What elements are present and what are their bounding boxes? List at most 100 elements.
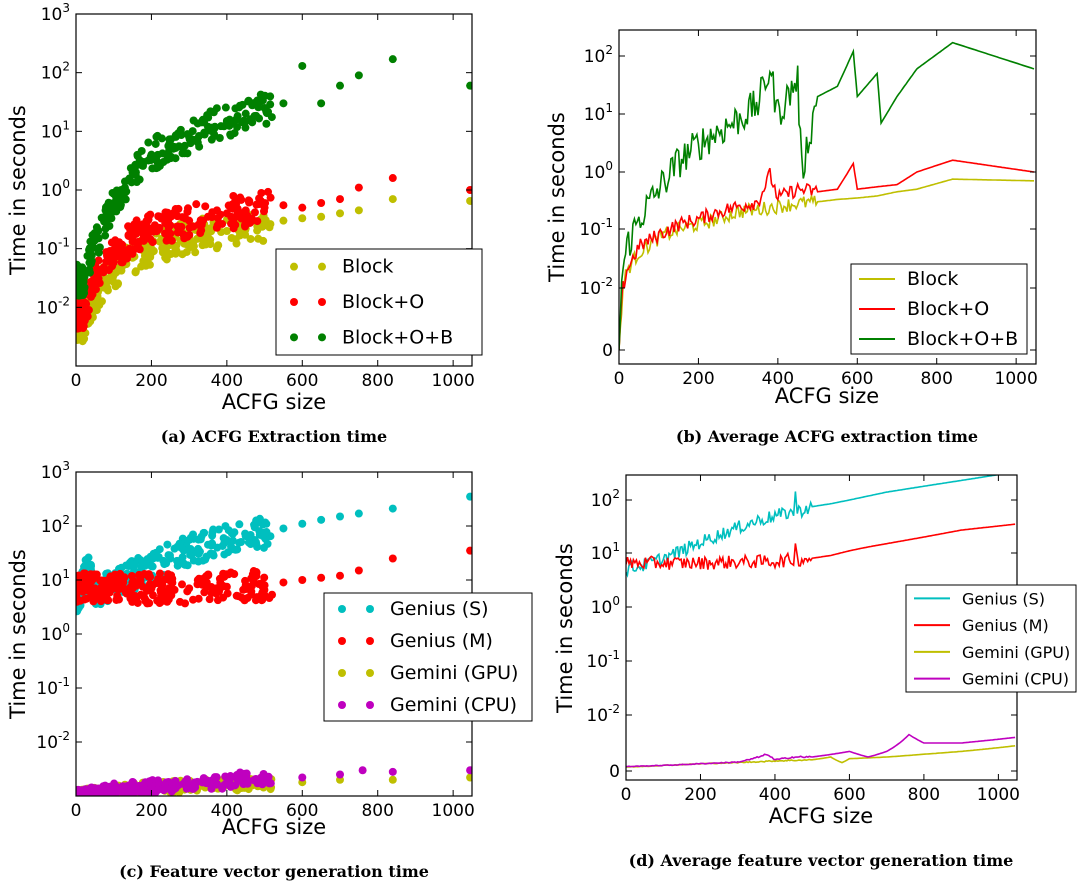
scatter-point [254,234,263,243]
scatter-point [255,194,264,203]
chart-c-ticks: 0 200 400 600 800 1000 10-2 10-1 100 101 102 103 [36,459,474,821]
scatter-point [171,154,180,163]
scatter-point [163,230,172,239]
y-tick-label: 103 [41,459,70,483]
scatter-point [104,204,113,213]
scatter-point [239,116,248,125]
scatter-point [279,524,288,533]
chart-c-legend: Genius (S) Genius (M) Gemini (GPU) Gemini (… [323,592,533,722]
scatter-point [205,595,214,604]
legend-box [905,584,1077,693]
chart-b: 0 200 400 600 800 1000 0 10-2 10-1 100 101 102 ACFG… [545,29,1038,446]
scatter-point [208,531,217,540]
x-tick-label: 400 [762,369,794,389]
scatter-point [354,509,363,518]
scatter-point [185,223,194,232]
y-tick-label: 10-2 [36,729,70,753]
scatter-point [168,574,177,583]
chart-d-ticks: 0 200 400 600 800 1000 0 10-2 10-1 100 101 102 [586,475,1020,805]
scatter-point [117,258,126,267]
scatter-point [251,774,260,783]
scatter-point [101,231,110,240]
scatter-point [97,785,106,794]
chart-b-marks [619,41,1035,351]
y-tick-label: 10-1 [586,648,620,672]
scatter-point [183,207,192,216]
scatter-point [336,512,344,521]
legend-box [275,248,483,356]
x-tick-label: 200 [135,371,167,391]
chart-b-ticks: 0 200 400 600 800 1000 0 10-2 10-1 100 101 102 [579,30,1038,389]
scatter-point [85,791,94,796]
scatter-point [167,591,176,600]
legend-marker [290,298,298,306]
scatter-point [250,208,259,217]
scatter-point [174,142,183,151]
scatter-point [139,227,148,236]
scatter-point [358,766,367,775]
scatter-point [222,117,231,126]
scatter-point [241,581,250,590]
scatter-point [128,234,137,243]
x-tick-label: 800 [361,371,393,391]
scatter-point [185,216,194,225]
scatter-point [154,225,163,234]
chart-b-legend: Block Block+O Block+O+B [850,263,1028,355]
scatter-point [76,324,84,333]
series-line [619,159,1035,351]
scatter-point [113,280,122,289]
y-tick-label: 10-2 [579,275,613,299]
plot-area [76,55,472,346]
scatter-point [388,504,397,513]
scatter-point [146,252,155,261]
scatter-point [233,112,242,121]
legend-label: Gemini (CPU) [390,694,517,716]
chart-d-caption: (d) Average feature vector generation ti… [629,851,1014,870]
chart-c-xlabel: ACFG size [222,815,326,839]
y-tick-label: 102 [584,43,613,67]
x-tick-label: 600 [286,371,318,391]
scatter-point [76,584,84,593]
scatter-point [195,142,204,151]
scatter-point [244,538,253,547]
scatter-point [139,158,148,167]
y-tick-label: 100 [591,594,620,618]
scatter-point [354,71,363,80]
chart-a-marks [76,55,472,346]
chart-a-ticks: 0 200 400 600 800 1000 10-2 10-1 100 101 102 103 [36,1,474,391]
scatter-point [219,593,228,602]
scatter-point [76,332,82,341]
scatter-point [125,174,134,183]
scatter-point [317,212,326,221]
scatter-point [251,519,260,528]
scatter-point [252,567,261,576]
scatter-point [221,522,230,531]
scatter-point [156,588,165,597]
scatter-point [241,206,250,215]
x-tick-label: 600 [841,369,873,389]
y-tick-label: 102 [591,487,620,511]
y-tick-label: 10-1 [36,236,70,260]
scatter-point [94,256,103,265]
scatter-point [159,556,168,565]
y-tick-label: 101 [41,567,70,591]
scatter-point [161,253,170,262]
scatter-point [102,248,111,257]
scatter-point [127,571,136,580]
scatter-point [131,268,140,277]
scatter-point [388,195,397,204]
scatter-point [200,128,209,137]
scatter-point [112,207,121,216]
scatter-point [185,133,194,142]
scatter-point [204,122,212,131]
legend-label: Block+O [342,291,424,313]
y-tick-label: 101 [591,540,620,564]
legend-box [323,592,533,722]
y-tick-label: 101 [41,118,70,142]
scatter-point [260,103,269,112]
chart-d-marks [626,475,1016,768]
legend-label: Genius (M) [390,630,493,652]
scatter-point [279,578,288,587]
scatter-point [145,599,154,608]
scatter-point [198,115,207,124]
